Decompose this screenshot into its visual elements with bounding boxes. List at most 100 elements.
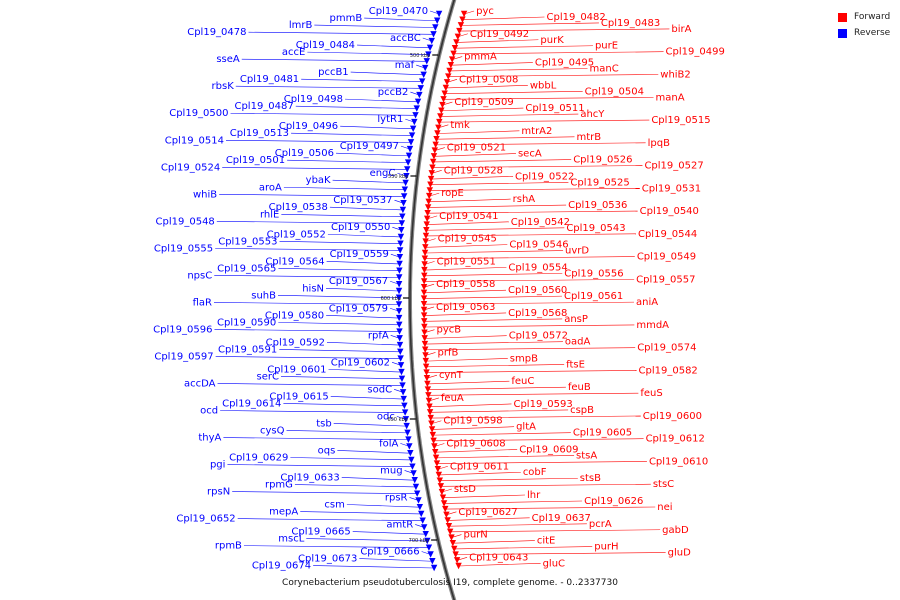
reverse-gene-connector xyxy=(392,226,402,231)
reverse-gene-connector xyxy=(329,206,403,211)
reverse-gene-connector xyxy=(314,24,436,28)
forward-gene-label: gabD xyxy=(662,525,689,536)
reverse-gene-label: ocd xyxy=(200,406,218,417)
reverse-gene-connector xyxy=(390,253,400,258)
reverse-gene-connector xyxy=(326,315,400,319)
forward-gene-label: Cpl19_0637 xyxy=(532,513,591,524)
reverse-gene-connector xyxy=(230,112,416,116)
reverse-gene-label: Cpl19_0506 xyxy=(275,148,334,159)
reverse-gene-label: suhB xyxy=(251,290,276,301)
forward-gene-connector xyxy=(426,221,509,225)
reverse-gene-label: sseA xyxy=(216,54,240,65)
reverse-gene-label: Cpl19_0674 xyxy=(252,561,311,572)
reverse-gene-label: Cpl19_0580 xyxy=(265,310,324,321)
forward-gene-connector xyxy=(454,45,593,49)
reverse-gene-label: maf xyxy=(395,60,415,71)
backbone-line xyxy=(409,0,456,600)
reverse-gene-label: folA xyxy=(379,438,398,449)
reverse-gene-arrow xyxy=(401,402,408,410)
reverse-gene-connector xyxy=(390,280,400,285)
forward-gene-connector xyxy=(438,471,521,476)
reverse-gene-label: rpfA xyxy=(368,330,389,341)
reverse-gene-label: Cpl19_0553 xyxy=(218,236,277,247)
reverse-gene-label: Cpl19_0559 xyxy=(330,249,389,260)
forward-gene-arrow xyxy=(430,158,437,166)
forward-gene-connector xyxy=(430,182,569,186)
forward-gene-connector xyxy=(436,461,647,464)
forward-gene-label: Cpl19_0554 xyxy=(508,262,567,273)
tick-label: 650 kbp xyxy=(387,417,407,423)
tick-label: 700 kbp xyxy=(409,538,429,544)
reverse-gene-connector xyxy=(404,470,414,474)
forward-gene-connector xyxy=(437,130,520,134)
reverse-gene-connector xyxy=(222,166,408,170)
forward-gene-connector xyxy=(432,432,571,436)
forward-gene-label: ansP xyxy=(564,314,588,325)
reverse-gene-connector xyxy=(280,376,402,380)
forward-gene-connector xyxy=(457,557,468,561)
forward-gene-connector xyxy=(424,341,563,345)
forward-gene-arrow xyxy=(433,135,440,143)
reverse-gene-label: flaR xyxy=(193,297,212,308)
genome-ticks: 500 kbp 550 kbp 600 kbp 650 kbp 700 kbp xyxy=(381,53,439,544)
forward-gene-label: citE xyxy=(537,536,556,547)
forward-gene-label: Cpl19_0504 xyxy=(585,86,644,97)
reverse-gene-connector xyxy=(279,349,401,353)
forward-gene-connector xyxy=(427,210,638,214)
reverse-gene-label: npsC xyxy=(187,270,212,281)
reverse-gene-label: Cpl19_0470 xyxy=(369,6,428,17)
forward-gene-label: Cpl19_0542 xyxy=(511,217,570,228)
forward-gene-label: feuA xyxy=(441,393,464,404)
reverse-gene-label: Cpl19_0481 xyxy=(240,74,299,85)
reverse-gene-connector xyxy=(215,248,401,251)
forward-gene-connector xyxy=(436,136,575,140)
reverse-gene-connector xyxy=(326,260,400,265)
reverse-gene-label: rpsR xyxy=(385,492,408,503)
forward-gene-connector xyxy=(428,198,511,203)
reverse-gene-label: Cpl19_0497 xyxy=(340,141,399,152)
forward-gene-connector xyxy=(423,306,435,311)
reverse-gene-connector xyxy=(396,416,406,420)
reverse-gene-connector xyxy=(330,396,404,400)
forward-gene-connector xyxy=(428,204,567,208)
forward-gene-label: Cpl19_0593 xyxy=(513,399,572,410)
forward-gene-arrow xyxy=(442,84,450,92)
forward-gene-connector xyxy=(448,523,587,527)
reverse-gene-connector xyxy=(243,545,429,549)
reverse-gene-connector xyxy=(341,477,415,481)
forward-gene-arrow xyxy=(425,397,433,405)
reverse-gene-connector xyxy=(294,484,416,488)
reverse-gene-label: Cpl19_0597 xyxy=(154,351,213,362)
reverse-gene-arrow xyxy=(425,544,433,551)
reverse-gene-label: mepA xyxy=(269,507,298,518)
reverse-gene-connector xyxy=(220,410,406,413)
reverse-gene-label: csm xyxy=(324,499,344,510)
forward-gene-label: ahcY xyxy=(580,109,605,120)
reverse-gene-label: pccB2 xyxy=(378,87,409,98)
forward-gene-label: Cpl19_0526 xyxy=(573,155,632,166)
forward-gene-connector xyxy=(426,227,565,231)
reverse-gene-label: Cpl19_0550 xyxy=(331,222,390,233)
reverse-gene-connector xyxy=(217,383,403,386)
reverse-gene-label: mug xyxy=(380,465,402,476)
forward-gene-arrow xyxy=(422,244,429,251)
forward-gene-label: Cpl19_0536 xyxy=(568,200,627,211)
reverse-gene-connector xyxy=(237,518,423,522)
reverse-gene-connector xyxy=(390,335,400,339)
forward-gene-label: Cpl19_0522 xyxy=(515,171,574,182)
reverse-gene-connector xyxy=(326,288,400,292)
forward-gene-connector xyxy=(452,56,463,60)
forward-gene-label: ropE xyxy=(441,188,464,199)
forward-gene-connector xyxy=(449,68,588,72)
tick-label: 550 kbp xyxy=(388,174,408,180)
reverse-gene-label: Cpl19_0564 xyxy=(265,256,324,267)
forward-gene-connector xyxy=(434,443,445,447)
reverse-gene-connector xyxy=(391,362,402,366)
forward-gene-connector xyxy=(439,477,578,481)
forward-gene-connector xyxy=(424,289,507,294)
forward-gene-connector xyxy=(432,165,643,168)
forward-gene-connector xyxy=(431,176,514,180)
forward-gene-connector xyxy=(423,295,563,299)
forward-gene-connector xyxy=(437,465,448,470)
